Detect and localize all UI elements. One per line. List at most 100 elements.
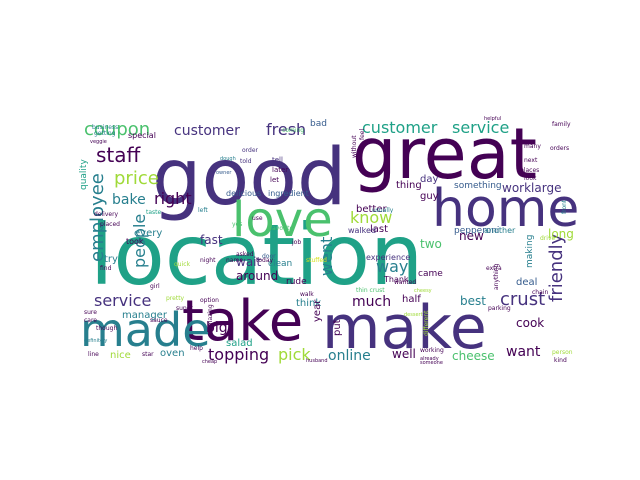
word-anything: anything: [493, 263, 500, 290]
word-made: made: [80, 303, 211, 357]
word-two: two: [420, 237, 442, 251]
word-think: think: [296, 298, 321, 309]
word-wanted: wanted: [394, 279, 416, 286]
word-special: special: [128, 131, 156, 140]
word-best: best: [460, 294, 486, 308]
word-crust: crust: [500, 289, 545, 310]
word-well: well: [392, 347, 416, 361]
word-experience: experience: [366, 253, 410, 262]
word-taste: taste: [146, 209, 162, 216]
word-good: good: [152, 133, 346, 223]
word-big: big: [206, 320, 228, 336]
word-girl: girl: [150, 283, 160, 290]
word-friendly: friendly: [546, 233, 567, 302]
word-went: went: [317, 237, 336, 276]
word-told: told: [240, 158, 252, 165]
word-favorite: favorite: [270, 225, 293, 232]
word-nice: nice: [110, 350, 131, 361]
word-kind: kind: [554, 357, 567, 364]
word-quality: quality: [79, 159, 89, 190]
word-getting: getting: [94, 130, 116, 137]
word-walked: walked: [348, 226, 376, 235]
word-working: working: [420, 347, 444, 354]
word-making: making: [525, 235, 535, 268]
word-year: year: [312, 299, 323, 322]
word-dough: dough: [220, 156, 236, 162]
word-name: name: [226, 257, 243, 264]
word-chain: chain: [532, 289, 548, 296]
word-job: job: [291, 239, 301, 246]
word-thing: thing: [396, 180, 422, 191]
word-came: came: [418, 269, 443, 279]
word-door: door: [262, 253, 276, 260]
word-guy: guy: [420, 191, 439, 202]
word-sauce: sauce: [150, 317, 168, 324]
word-right: right: [154, 189, 192, 208]
word-around: around: [236, 269, 278, 283]
word-person: person: [552, 349, 573, 356]
word-great: great: [352, 113, 537, 195]
word-salad: salad: [226, 338, 253, 349]
word-yes: yes: [232, 221, 242, 228]
word-feel: feel: [359, 129, 366, 140]
word-rude: rude: [286, 277, 307, 287]
word-care: care: [84, 317, 97, 324]
word-next: next: [524, 157, 538, 164]
word-coming: coming: [282, 127, 304, 134]
word-fresh: fresh: [266, 120, 306, 139]
word-another: another: [484, 226, 516, 235]
word-though: though: [96, 325, 117, 332]
word-later: later: [272, 166, 288, 174]
word-long: long: [548, 227, 574, 241]
word-worklarge: worklarge: [502, 181, 561, 195]
word-option: option: [200, 297, 219, 304]
word-line: line: [88, 351, 99, 358]
word-cheese: cheese: [452, 349, 495, 363]
word-topping: topping: [208, 345, 269, 364]
word-pepperoni: pepperoni: [454, 226, 499, 236]
word-much: much: [352, 294, 391, 310]
word-service: service: [452, 118, 509, 137]
word-thin-crust: thin crust: [356, 287, 385, 294]
word-use: use: [252, 215, 263, 222]
word-home: home: [432, 179, 579, 239]
word-customer: customer: [174, 123, 240, 139]
word-new: new: [459, 229, 484, 243]
word-stuffed: stuffed: [306, 257, 327, 264]
word-take: take: [182, 289, 303, 354]
word-quick: quick: [174, 261, 191, 268]
word-bad: bad: [310, 119, 327, 129]
word-people: people: [130, 214, 149, 268]
word-half: half: [402, 294, 421, 305]
word-coupon: coupon: [84, 119, 150, 140]
word-staff: staff: [96, 143, 142, 167]
word-places: places: [520, 167, 539, 174]
word-customer: customer: [362, 118, 438, 137]
word-sure: sure: [84, 309, 97, 316]
word-asked: asked: [236, 251, 254, 258]
word-front: front: [561, 199, 568, 214]
word-day: day: [420, 174, 438, 185]
word-many: many: [524, 143, 541, 150]
word-veggie: veggie: [90, 139, 107, 145]
word-family: family: [552, 121, 571, 128]
word-husband: husband: [306, 358, 328, 364]
word-let: let: [270, 176, 279, 184]
word-better: better: [356, 204, 387, 215]
word-amazing: amazing: [207, 304, 214, 330]
word-ingredient: ingredient: [268, 189, 309, 198]
word-delicious: delicious: [226, 189, 261, 198]
word-walk: walk: [300, 291, 314, 298]
word-super: super: [176, 305, 193, 312]
word-wait: wait: [236, 255, 262, 269]
word-location: location: [90, 206, 423, 304]
word-delivery: delivery: [94, 211, 119, 218]
word-thank: Thank: [383, 275, 409, 284]
word-deal: deal: [516, 277, 537, 288]
word-placed: placed: [100, 221, 120, 228]
word-every: every: [134, 228, 162, 239]
word-cheesy: cheesy: [414, 288, 432, 294]
word-help: help: [190, 345, 203, 352]
